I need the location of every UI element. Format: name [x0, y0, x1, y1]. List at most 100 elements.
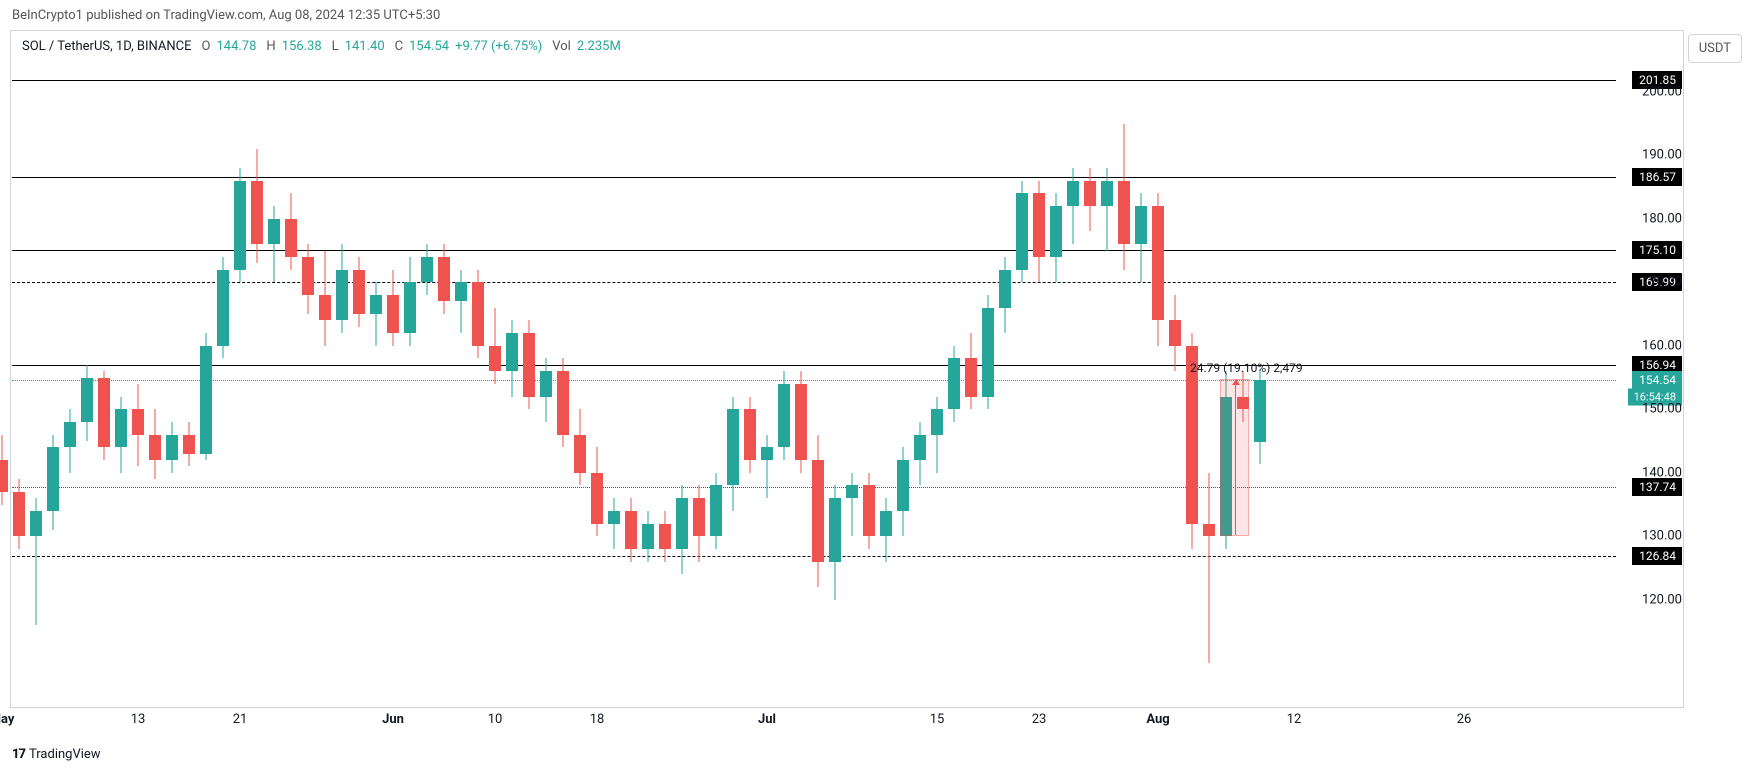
candle[interactable]: [506, 60, 518, 676]
candle[interactable]: [336, 60, 348, 676]
candle[interactable]: [744, 60, 756, 676]
currency-badge[interactable]: USDT: [1688, 34, 1742, 63]
candle[interactable]: [489, 60, 501, 676]
candle[interactable]: [251, 60, 263, 676]
tv-icon: 17: [12, 747, 25, 762]
candle[interactable]: [608, 60, 620, 676]
tv-label: TradingView: [29, 747, 101, 762]
x-tick: May: [0, 712, 14, 727]
candle[interactable]: [13, 60, 25, 676]
candle[interactable]: [1135, 60, 1147, 676]
candle[interactable]: [846, 60, 858, 676]
ohlc-l-label: L: [332, 39, 339, 54]
candle[interactable]: [132, 60, 144, 676]
candle[interactable]: [234, 60, 246, 676]
y-tick: 160.00: [1622, 338, 1682, 353]
x-tick: 13: [131, 712, 146, 727]
candle[interactable]: [523, 60, 535, 676]
candle[interactable]: [370, 60, 382, 676]
candle[interactable]: [965, 60, 977, 676]
price-line-label: 137.74: [1632, 478, 1682, 496]
candle[interactable]: [1050, 60, 1062, 676]
candle[interactable]: [183, 60, 195, 676]
candle[interactable]: [931, 60, 943, 676]
candle[interactable]: [710, 60, 722, 676]
candle[interactable]: [302, 60, 314, 676]
candle[interactable]: [625, 60, 637, 676]
candle[interactable]: [676, 60, 688, 676]
x-tick: 21: [233, 712, 248, 727]
candle[interactable]: [999, 60, 1011, 676]
measure-label: 24.79 (19.10%) 2,479: [1190, 361, 1303, 375]
candle[interactable]: [659, 60, 671, 676]
ohlc-c: 154.54: [409, 39, 449, 54]
candle[interactable]: [98, 60, 110, 676]
candle[interactable]: [1033, 60, 1045, 676]
candle[interactable]: [948, 60, 960, 676]
candle[interactable]: [557, 60, 569, 676]
candle[interactable]: [574, 60, 586, 676]
x-tick: 15: [930, 712, 945, 727]
measure-box[interactable]: [1220, 379, 1249, 536]
candle[interactable]: [319, 60, 331, 676]
candle[interactable]: [0, 60, 8, 676]
candle[interactable]: [81, 60, 93, 676]
candle[interactable]: [642, 60, 654, 676]
y-tick: 120.00: [1622, 592, 1682, 607]
candle[interactable]: [1084, 60, 1096, 676]
candle[interactable]: [591, 60, 603, 676]
candle[interactable]: [693, 60, 705, 676]
candle[interactable]: [1067, 60, 1079, 676]
candle[interactable]: [880, 60, 892, 676]
candle[interactable]: [829, 60, 841, 676]
y-tick: 200.00: [1622, 84, 1682, 99]
candle[interactable]: [200, 60, 212, 676]
candle[interactable]: [1169, 60, 1181, 676]
candle[interactable]: [897, 60, 909, 676]
candle[interactable]: [30, 60, 42, 676]
candle[interactable]: [268, 60, 280, 676]
candle[interactable]: [387, 60, 399, 676]
candle[interactable]: [795, 60, 807, 676]
candle[interactable]: [1101, 60, 1113, 676]
candle[interactable]: [863, 60, 875, 676]
candle[interactable]: [353, 60, 365, 676]
chart-legend: SOL / TetherUS, 1D, BINANCE O 144.78 H 1…: [22, 39, 621, 54]
x-tick: 26: [1457, 712, 1472, 727]
ohlc-change: +9.77 (+6.75%): [455, 39, 542, 54]
y-tick: 140.00: [1622, 465, 1682, 480]
y-axis: 201.85186.57175.10169.99156.94137.74126.…: [1616, 60, 1744, 676]
candle[interactable]: [421, 60, 433, 676]
ohlc-h-label: H: [266, 39, 275, 54]
ohlc-c-label: C: [395, 39, 403, 54]
symbol-text: SOL / TetherUS, 1D, BINANCE: [22, 39, 192, 54]
candle[interactable]: [166, 60, 178, 676]
candle[interactable]: [455, 60, 467, 676]
current-price-label: 154.54: [1632, 371, 1682, 389]
candle[interactable]: [914, 60, 926, 676]
candle[interactable]: [812, 60, 824, 676]
candle[interactable]: [149, 60, 161, 676]
x-tick: Jul: [758, 712, 776, 727]
candle[interactable]: [727, 60, 739, 676]
candle[interactable]: [1118, 60, 1130, 676]
candle[interactable]: [64, 60, 76, 676]
candle[interactable]: [217, 60, 229, 676]
candle[interactable]: [982, 60, 994, 676]
candle[interactable]: [47, 60, 59, 676]
candle[interactable]: [778, 60, 790, 676]
candle[interactable]: [1152, 60, 1164, 676]
chart-plot-area[interactable]: 24.79 (19.10%) 2,479: [12, 60, 1616, 676]
candle[interactable]: [761, 60, 773, 676]
publish-header: BeInCrypto1 published on TradingView.com…: [12, 8, 440, 23]
candle[interactable]: [115, 60, 127, 676]
candle[interactable]: [404, 60, 416, 676]
x-tick: 10: [488, 712, 503, 727]
ohlc-h: 156.38: [282, 39, 322, 54]
candle[interactable]: [438, 60, 450, 676]
candle[interactable]: [285, 60, 297, 676]
candle[interactable]: [540, 60, 552, 676]
candle[interactable]: [1016, 60, 1028, 676]
x-tick: Aug: [1146, 712, 1169, 727]
candle[interactable]: [472, 60, 484, 676]
